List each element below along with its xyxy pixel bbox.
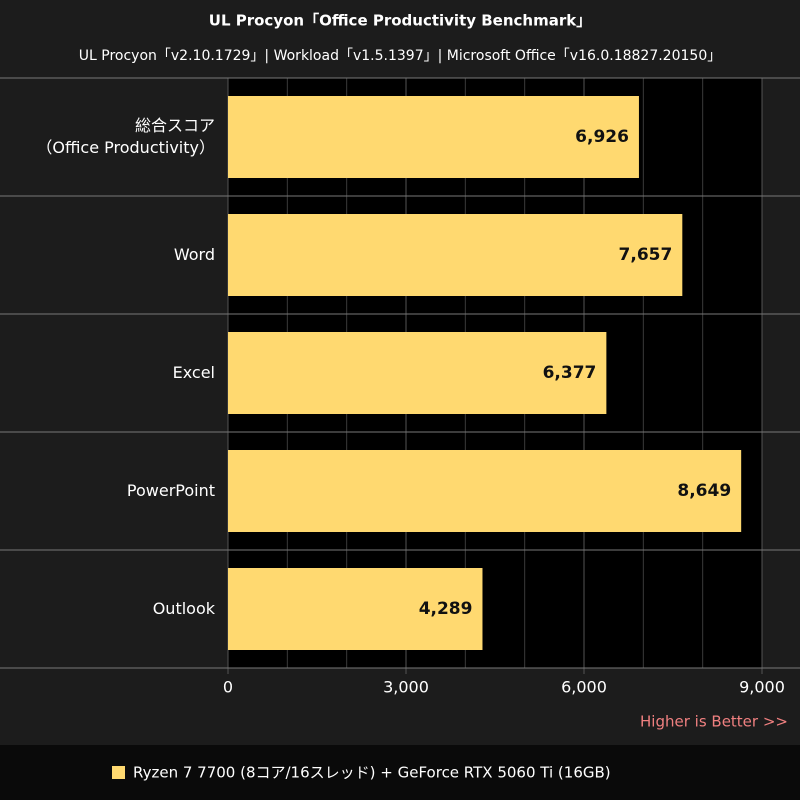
bar: [228, 332, 607, 414]
value-label: 8,649: [677, 481, 731, 501]
x-tick-label: 6,000: [561, 678, 607, 697]
y-tick-label: PowerPoint: [126, 481, 215, 500]
value-label: 7,657: [619, 245, 673, 265]
value-label: 4,289: [419, 599, 473, 619]
legend-label: Ryzen 7 7700 (8コア/16スレッド) + GeForce RTX …: [133, 764, 611, 782]
chart-title: UL Procyon「Office Productivity Benchmark…: [209, 12, 591, 30]
y-tick-label: 総合スコア （Office Productivity）: [36, 116, 215, 157]
legend-swatch: [112, 766, 125, 779]
bar: [228, 96, 639, 178]
bar: [228, 568, 483, 650]
annotation: Higher is Better >>: [640, 713, 788, 731]
x-tick-label: 3,000: [383, 678, 429, 697]
value-label: 6,377: [543, 363, 597, 383]
legend-background: [0, 745, 800, 800]
y-tick-label: Outlook: [152, 599, 215, 618]
chart-subtitle: UL Procyon「v2.10.1729」| Workload「v1.5.13…: [79, 48, 721, 64]
bar: [228, 214, 683, 296]
y-tick-label: Excel: [172, 363, 215, 382]
x-tick-label: 0: [223, 678, 233, 697]
bar: [228, 450, 742, 532]
value-label: 6,926: [575, 127, 629, 147]
x-tick-label: 9,000: [739, 678, 785, 697]
y-tick-label: Word: [173, 245, 215, 264]
